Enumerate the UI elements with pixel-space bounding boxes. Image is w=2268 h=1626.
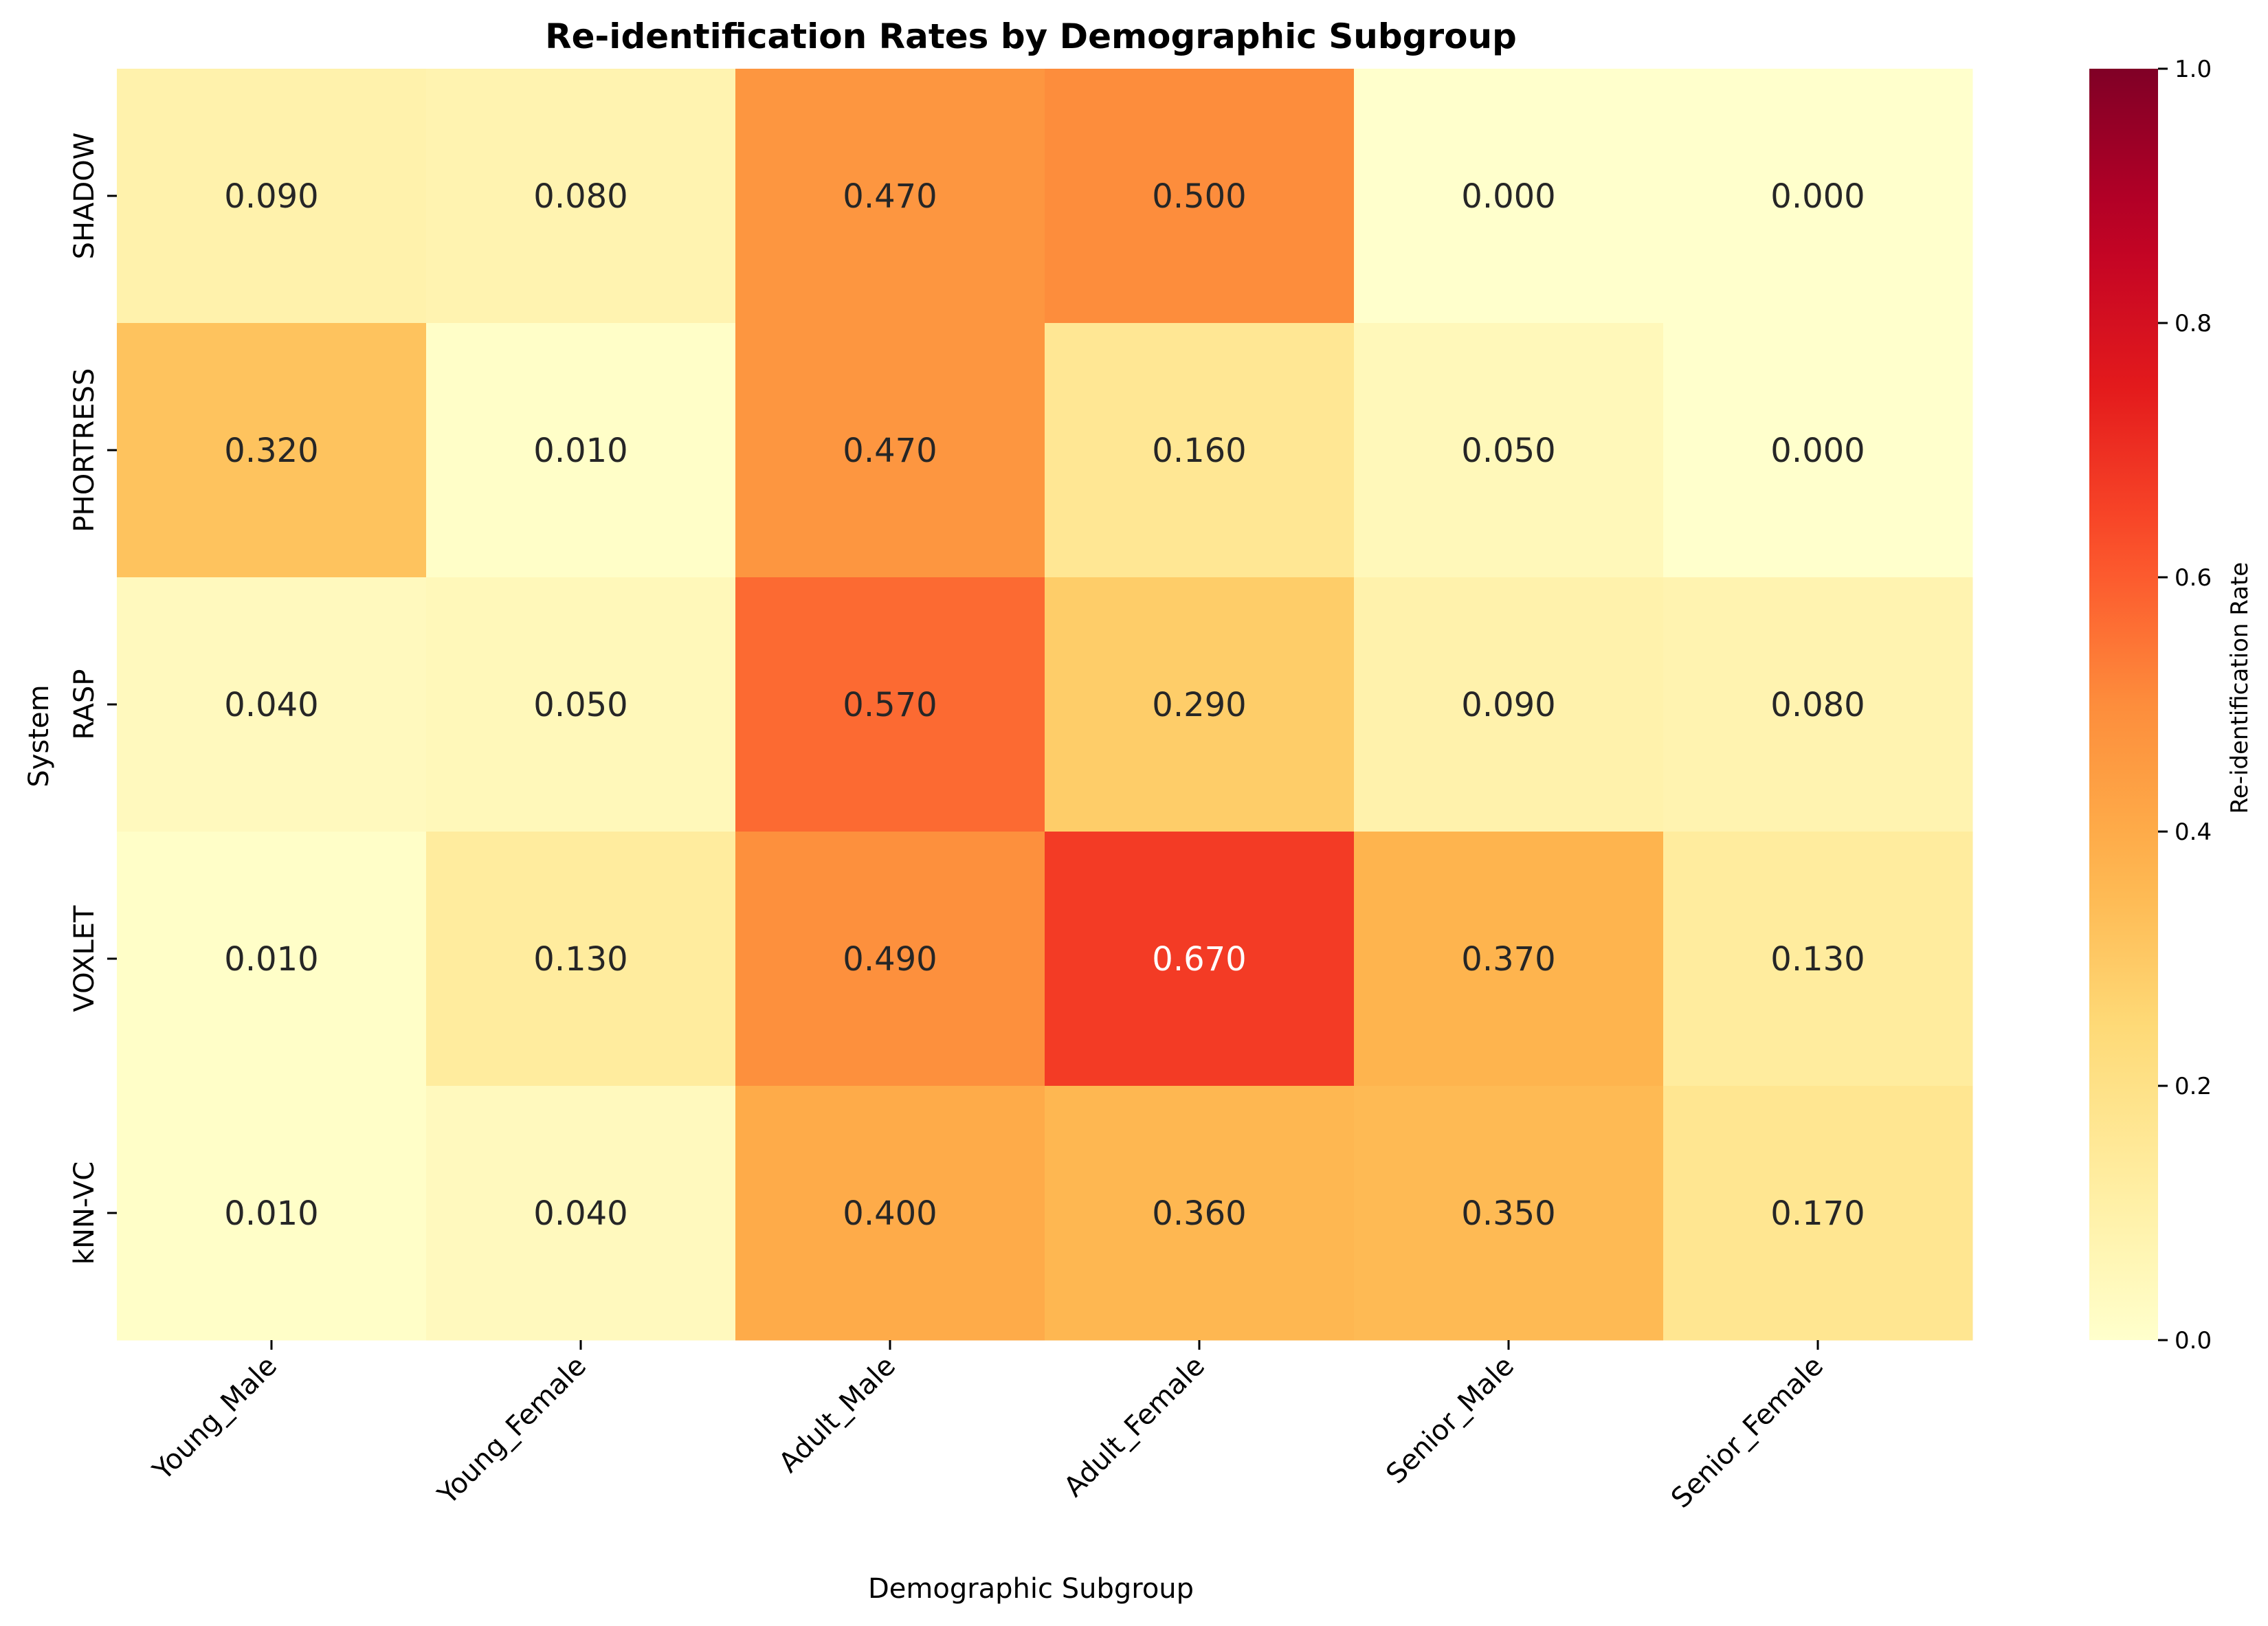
cell-value-label: 0.000 xyxy=(1770,177,1865,216)
heatmap-cell xyxy=(1663,323,1973,578)
cell-value-label: 0.050 xyxy=(533,686,627,724)
colorbar-tick-label: 0.6 xyxy=(2175,564,2212,592)
heatmap-cell xyxy=(735,69,1045,324)
heatmap-cell xyxy=(426,323,736,578)
heatmap-cell xyxy=(117,323,427,578)
cell-value-label: 0.010 xyxy=(224,1194,318,1233)
heatmap-cell xyxy=(735,832,1045,1087)
cell-value-label: 0.090 xyxy=(1461,686,1555,724)
heatmap-cell xyxy=(1354,323,1664,578)
y-tick-label: VOXLET xyxy=(69,905,100,1012)
x-axis-label: Demographic Subgroup xyxy=(868,1573,1194,1605)
heatmap-cell xyxy=(1045,832,1355,1087)
cell-value-label: 0.500 xyxy=(1152,177,1246,216)
heatmap-cell xyxy=(426,577,736,832)
cell-value-label: 0.470 xyxy=(843,177,937,216)
colorbar-tick-label: 1.0 xyxy=(2175,56,2212,83)
cell-value-label: 0.670 xyxy=(1152,940,1246,979)
cell-value-label: 0.010 xyxy=(533,432,627,470)
colorbar-tick-label: 0.8 xyxy=(2175,310,2212,337)
heatmap-cell xyxy=(1045,323,1355,578)
cell-value-label: 0.080 xyxy=(533,177,627,216)
heatmap-cell xyxy=(426,832,736,1087)
heatmap-cells xyxy=(117,69,1973,1341)
heatmap-cell xyxy=(117,577,427,832)
cell-value-label: 0.170 xyxy=(1770,1194,1865,1233)
cell-value-label: 0.010 xyxy=(224,940,318,979)
heatmap-cell xyxy=(1045,1086,1355,1341)
heatmap-cell xyxy=(1045,69,1355,324)
heatmap-cell xyxy=(1663,577,1973,832)
cell-value-label: 0.000 xyxy=(1770,432,1865,470)
y-axis: SHADOW PHORTRESS RASP VOXLET kNN-VC xyxy=(69,133,117,1265)
heatmap-cell xyxy=(1354,577,1664,832)
cell-value-label: 0.130 xyxy=(1770,940,1865,979)
y-tick-label: kNN-VC xyxy=(69,1161,100,1265)
chart-title: Re-identification Rates by Demographic S… xyxy=(545,16,1517,56)
heatmap-cell xyxy=(426,69,736,324)
heatmap-cell xyxy=(1045,577,1355,832)
heatmap-cell xyxy=(426,1086,736,1341)
colorbar-tick-label: 0.0 xyxy=(2175,1327,2212,1355)
heatmap-cell xyxy=(735,1086,1045,1341)
cell-value-label: 0.370 xyxy=(1461,940,1555,979)
heatmap-cell xyxy=(1663,69,1973,324)
cell-value-label: 0.470 xyxy=(843,432,937,470)
colorbar-tick-label: 0.4 xyxy=(2175,818,2212,846)
y-axis-label: System xyxy=(23,684,55,787)
heatmap-cell xyxy=(1354,69,1664,324)
heatmap-cell xyxy=(735,323,1045,578)
cell-value-label: 0.160 xyxy=(1152,432,1246,470)
heatmap-cell xyxy=(117,69,427,324)
cell-value-label: 0.490 xyxy=(843,940,937,979)
cell-value-label: 0.040 xyxy=(224,686,318,724)
cell-value-label: 0.400 xyxy=(843,1194,937,1233)
cell-value-label: 0.130 xyxy=(533,940,627,979)
colorbar-bar xyxy=(2089,69,2158,1340)
y-tick-label: SHADOW xyxy=(69,133,100,260)
heatmap-cell xyxy=(1354,832,1664,1087)
colorbar-label: Re-identification Rate xyxy=(2226,562,2254,814)
cell-value-label: 0.000 xyxy=(1461,177,1555,216)
y-tick-label: PHORTRESS xyxy=(69,368,100,533)
heatmap-cell xyxy=(1354,1086,1664,1341)
y-tick-label: RASP xyxy=(69,669,100,739)
cell-value-label: 0.040 xyxy=(533,1194,627,1233)
cell-value-label: 0.570 xyxy=(843,686,937,724)
cell-value-label: 0.090 xyxy=(224,177,318,216)
heatmap-cell-labels: 0.090 0.080 0.470 0.500 0.000 0.000 0.320 0.010… xyxy=(224,177,1865,1233)
cell-value-label: 0.320 xyxy=(224,432,318,470)
cell-value-label: 0.290 xyxy=(1152,686,1246,724)
heatmap-cell xyxy=(117,1086,427,1341)
heatmap-cell xyxy=(1663,1086,1973,1341)
heatmap-cell xyxy=(735,577,1045,832)
heatmap-cell xyxy=(1663,832,1973,1087)
cell-value-label: 0.080 xyxy=(1770,686,1865,724)
cell-value-label: 0.050 xyxy=(1461,432,1555,470)
cell-value-label: 0.360 xyxy=(1152,1194,1246,1233)
colorbar: 0.0 0.2 0.4 0.6 0.8 1.0 xyxy=(2089,56,2212,1355)
heatmap-cell xyxy=(117,832,427,1087)
colorbar-tick-label: 0.2 xyxy=(2175,1073,2212,1100)
cell-value-label: 0.350 xyxy=(1461,1194,1555,1233)
